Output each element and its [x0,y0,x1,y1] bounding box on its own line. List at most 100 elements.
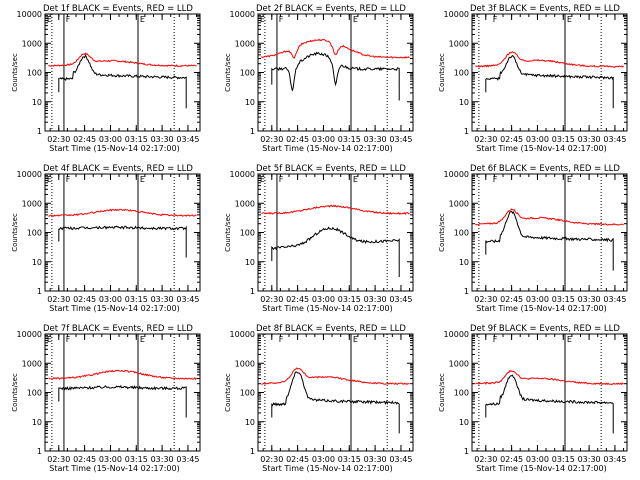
y-tick-label: 10 [32,98,42,107]
y-tick-label: 10 [32,418,42,427]
x-tick-label: 02:30 [474,455,497,464]
marker-label: F [493,175,498,184]
plot-frame [471,173,628,292]
x-tick-label: 03:15 [338,295,361,304]
x-tick-label: 03:00 [526,135,549,144]
y-tick-label: 10 [245,98,255,107]
plot-frame [257,173,414,292]
y-tick-label: 10000 [444,170,469,179]
y-tick-label: 1 [37,287,42,296]
y-tick-label: 100 [240,389,255,398]
y-tick-label: 10000 [17,10,42,19]
y-axis-label: Counts/sec [438,53,446,92]
plot-frame [471,13,628,132]
x-axis-label: Start Time (15-Nov-14 02:17:00) [49,144,179,153]
events-series-line [485,54,614,109]
plot-frame [44,333,201,452]
plot-frame [471,333,628,452]
panel-title: Det 6f BLACK = Events, RED = LLD [470,164,620,174]
x-tick-label: 03:30 [364,455,387,464]
x-tick-label: 02:45 [73,135,96,144]
marker-label: F [493,335,498,344]
y-tick-label: 10000 [230,330,255,339]
y-tick-label: 100 [27,69,42,78]
x-tick-label: 03:30 [151,135,174,144]
y-tick-label: 1 [37,127,42,136]
y-tick-label: 100 [27,389,42,398]
marker-label: E [353,15,358,24]
events-series-line [271,226,400,277]
y-tick-label: 1000 [449,39,469,48]
lld-series-line [475,208,624,226]
y-tick-label: 10000 [230,170,255,179]
x-tick-label: 03:45 [603,135,626,144]
y-tick-label: 10 [459,98,469,107]
panel-title: Det 4f BLACK = Events, RED = LLD [43,164,193,174]
y-tick-label: 10000 [17,330,42,339]
x-tick-label: 03:45 [603,295,626,304]
lld-series-line [475,369,624,386]
x-tick-label: 03:00 [312,295,335,304]
x-tick-label: 02:30 [260,135,283,144]
y-tick-label: 10 [459,258,469,267]
lld-series-line [261,204,410,216]
y-axis-label: Counts/sec [438,373,446,412]
y-axis-label: Counts/sec [11,213,19,252]
detector-panel-5: Det 5f BLACK = Events, RED = LLD 1 10 100 10… [224,164,414,313]
x-tick-label: 02:45 [73,295,96,304]
x-tick-label: 03:30 [578,135,601,144]
plot-frame [44,13,201,132]
y-tick-label: 100 [454,69,469,78]
x-tick-label: 03:45 [603,455,626,464]
x-axis-label: Start Time (15-Nov-14 02:17:00) [262,464,392,473]
x-tick-label: 03:45 [389,455,412,464]
lld-series-line [48,208,197,217]
marker-label: E [140,335,145,344]
events-series-line [485,210,614,271]
y-tick-label: 10000 [17,170,42,179]
panel-title: Det 9f BLACK = Events, RED = LLD [470,324,620,334]
y-tick-label: 1000 [22,39,42,48]
y-tick-label: 100 [27,229,42,238]
x-tick-label: 02:45 [500,455,523,464]
detector-panel-7: Det 7f BLACK = Events, RED = LLD 1 10 100 10… [11,324,201,473]
plot-frame [257,333,414,452]
y-tick-label: 10000 [444,330,469,339]
x-tick-label: 02:30 [260,295,283,304]
plot-frame [44,173,201,292]
x-tick-label: 03:15 [552,295,575,304]
y-tick-label: 1000 [449,359,469,368]
y-tick-label: 1 [464,287,469,296]
panel-title: Det 2f BLACK = Events, RED = LLD [256,4,406,14]
x-tick-label: 03:30 [578,455,601,464]
x-tick-label: 03:00 [99,295,122,304]
x-tick-label: 03:30 [364,135,387,144]
x-tick-label: 03:45 [176,455,199,464]
y-tick-label: 100 [240,229,255,238]
marker-label: E [47,335,52,344]
y-axis-label: Counts/sec [11,373,19,412]
x-tick-label: 03:00 [99,455,122,464]
x-tick-label: 02:30 [47,135,70,144]
x-tick-label: 03:30 [151,455,174,464]
y-axis-label: Counts/sec [224,373,232,412]
y-tick-label: 10 [245,418,255,427]
detector-panel-8: Det 8f BLACK = Events, RED = LLD 1 10 100 10… [224,324,414,473]
panel-title: Det 8f BLACK = Events, RED = LLD [256,324,406,334]
detector-panel-1: Det 1f BLACK = Events, RED = LLD 1 10 100 10… [11,4,201,153]
events-series-line [271,371,400,434]
x-tick-label: 02:45 [286,455,309,464]
y-tick-label: 10000 [230,10,255,19]
x-tick-label: 03:15 [125,295,148,304]
marker-label: F [66,175,71,184]
detector-panel-4: Det 4f BLACK = Events, RED = LLD 1 10 100 10… [11,164,201,313]
x-tick-label: 03:15 [338,135,361,144]
y-tick-label: 1000 [449,199,469,208]
x-tick-label: 03:45 [176,135,199,144]
lld-series-line [48,52,197,68]
detector-panel-2: Det 2f BLACK = Events, RED = LLD 1 10 100 10… [224,4,414,153]
marker-label: E [260,15,265,24]
y-tick-label: 1 [250,447,255,456]
detector-panel-6: Det 6f BLACK = Events, RED = LLD 1 10 100 10… [438,164,628,313]
marker-label: F [66,15,71,24]
